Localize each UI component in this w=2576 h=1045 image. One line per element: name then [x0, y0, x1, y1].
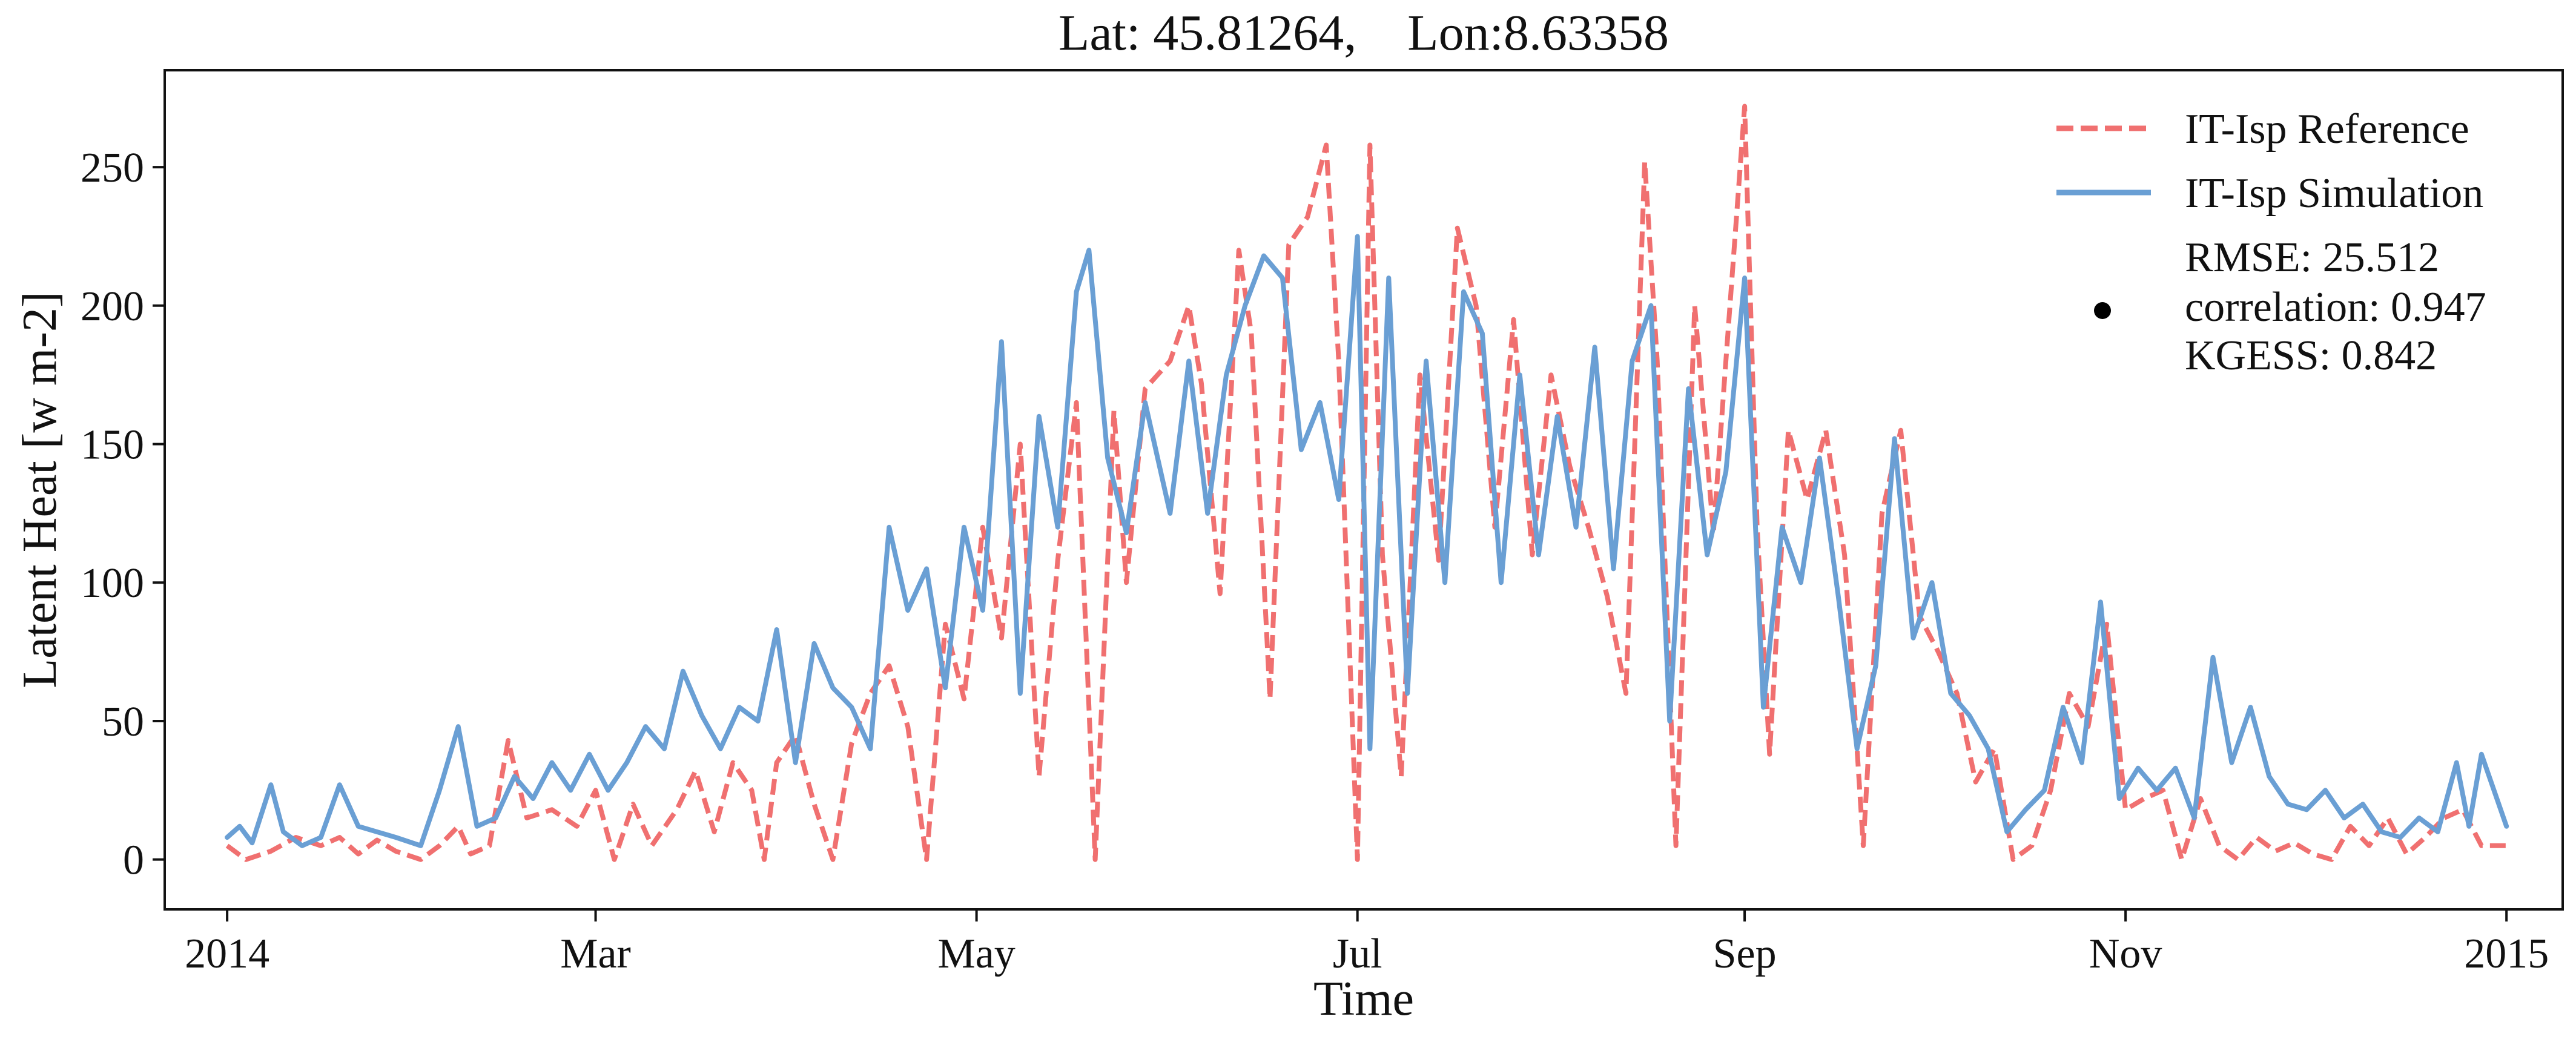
x-tick-label: Jul — [1333, 931, 1382, 977]
x-tick-label: Sep — [1713, 931, 1777, 977]
y-tick-label: 250 — [81, 145, 144, 191]
legend-stat-correlation: correlation: 0.947 — [2185, 284, 2486, 331]
series-line-simulation — [225, 234, 2509, 848]
y-tick-label: 50 — [102, 699, 144, 745]
legend-label-reference: IT-Isp Reference — [2185, 106, 2469, 153]
x-tick-label: 2014 — [185, 931, 269, 977]
legend-stat-rmse: RMSE: 25.512 — [2185, 234, 2439, 281]
y-tick-label: 100 — [81, 560, 144, 607]
y-tick-label: 200 — [81, 283, 144, 330]
x-axis: 2014 Mar May Jul Sep Nov 2015 — [185, 909, 2549, 977]
x-tick-label: Nov — [2089, 931, 2162, 977]
y-axis-label: Latent Heat [w m-2] — [13, 291, 67, 688]
series-line-reference — [225, 104, 2507, 862]
legend-stats-marker — [2094, 302, 2111, 319]
plot-series — [225, 104, 2509, 862]
x-tick-label: Mar — [560, 931, 631, 977]
y-tick-label: 150 — [81, 422, 144, 469]
plot-frame — [163, 69, 2564, 911]
legend-stat-kgess: KGESS: 0.842 — [2185, 332, 2437, 379]
legend: IT-Isp Reference IT-Isp Simulation RMSE:… — [2056, 106, 2486, 379]
x-tick-label: May — [937, 931, 1015, 977]
x-tick-label: 2015 — [2464, 931, 2549, 977]
chart-title: Lat: 45.81264, Lon:8.63358 — [1058, 5, 1669, 61]
legend-label-simulation: IT-Isp Simulation — [2185, 170, 2483, 217]
y-axis: 0 50 100 150 200 250 — [81, 145, 165, 884]
y-tick-label: 0 — [123, 837, 144, 884]
x-axis-label: Time — [1313, 972, 1414, 1026]
